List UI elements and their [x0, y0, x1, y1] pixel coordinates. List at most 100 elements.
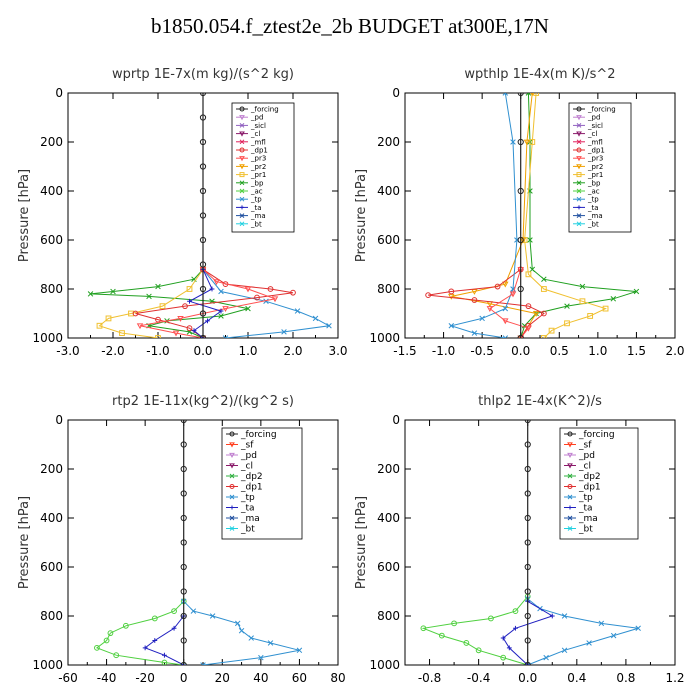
- data-point: [267, 286, 274, 292]
- legend-label: _forcing: [578, 430, 615, 440]
- chart-panel: wprtp 1E-7x(m kg)/(s^2 kg) Pressure [hPa]…: [17, 67, 348, 358]
- data-point: [267, 640, 274, 646]
- y-axis-label: Pressure [hPa]: [17, 496, 32, 589]
- y-axis-label: Pressure [hPa]: [354, 496, 369, 589]
- legend-box: [559, 427, 639, 540]
- legend-marker: [576, 106, 582, 112]
- data-point: [162, 652, 167, 658]
- series-line: [90, 269, 249, 338]
- legend-label: _tp: [240, 493, 255, 503]
- data-point: [218, 308, 224, 314]
- data-point: [463, 640, 470, 646]
- data-point: [146, 293, 152, 300]
- data-point: [96, 322, 103, 329]
- data-point: [517, 334, 524, 338]
- y-tick-label: 0: [392, 413, 400, 427]
- data-point: [254, 294, 260, 301]
- data-point: [218, 288, 224, 295]
- y-tick-label: 200: [40, 135, 63, 149]
- legend-marker: [567, 484, 573, 489]
- data-point: [512, 608, 519, 614]
- legend-label: _dp1: [578, 483, 601, 493]
- series-group: [87, 93, 332, 338]
- series-tp: [448, 93, 520, 338]
- y-tick-label: 600: [40, 233, 63, 247]
- legend-marker: [567, 494, 573, 500]
- y-tick-label: 400: [377, 184, 400, 198]
- data-point: [159, 303, 166, 310]
- chart-panel: wpthlp 1E-4x(m K)/s^2 Pressure [hPa] -1.5 -…: [354, 67, 685, 358]
- legend-marker: [240, 205, 244, 210]
- data-point: [524, 490, 531, 497]
- legend-marker: [567, 431, 573, 437]
- data-point: [502, 305, 509, 312]
- data-point: [513, 625, 518, 631]
- legend-label: _tp: [587, 196, 599, 204]
- legend-marker: [229, 463, 235, 469]
- legend-label: _sicl: [587, 122, 603, 130]
- legend-label: _dp1: [240, 483, 263, 493]
- x-tick-label: 0.4: [567, 671, 586, 685]
- data-point: [199, 310, 207, 317]
- data-point: [199, 334, 207, 338]
- legend-marker: [567, 463, 573, 469]
- legend-marker: [229, 515, 235, 521]
- legend-marker: [567, 452, 573, 459]
- x-tick-label: -0.4: [467, 671, 490, 685]
- series-line: [421, 596, 529, 665]
- x-tick-label: -0.8: [418, 671, 441, 685]
- x-tick-label: 1.2: [665, 671, 684, 685]
- series-line: [98, 269, 204, 338]
- legend-label: _ta: [240, 504, 255, 514]
- data-point: [517, 138, 524, 146]
- data-point: [312, 315, 319, 322]
- x-tick-label: 1.5: [627, 344, 646, 358]
- legend-label: _ma: [250, 212, 266, 220]
- data-point: [561, 647, 568, 654]
- x-tick-label: 0.0: [193, 344, 212, 358]
- data-point: [136, 323, 144, 330]
- x-tick-label: 20: [215, 671, 230, 685]
- legend: _forcing_pd_sicl_cl_mfl_dp1_pr3_pr2_pr1_…: [568, 102, 632, 233]
- legend-marker: [229, 442, 235, 448]
- data-point: [500, 654, 507, 661]
- legend-marker: [229, 526, 235, 531]
- legend-marker: [239, 147, 245, 153]
- legend-label: _cl: [587, 130, 597, 138]
- legend-marker: [567, 442, 573, 448]
- data-point: [517, 285, 524, 293]
- x-tick-label: 2.0: [283, 344, 302, 358]
- y-tick-label: 200: [40, 462, 63, 476]
- x-tick-label: -1.0: [432, 344, 455, 358]
- data-point: [290, 289, 296, 296]
- series-line: [451, 93, 537, 338]
- data-point: [579, 298, 586, 305]
- data-point: [524, 514, 531, 522]
- data-point: [524, 661, 531, 665]
- data-point: [494, 283, 501, 290]
- series-line: [202, 269, 331, 338]
- legend-label: _sicl: [250, 122, 266, 130]
- legend-marker: [576, 172, 582, 178]
- data-point: [180, 514, 187, 522]
- legend-marker: [239, 156, 245, 162]
- chart-title: thlp2 1E-4x(K^2)/s: [478, 394, 602, 409]
- data-point: [245, 305, 251, 312]
- series-line: [139, 269, 277, 338]
- legend-marker: [239, 188, 245, 194]
- data-point: [103, 637, 110, 644]
- legend-label: _pr3: [250, 155, 266, 163]
- x-tick-label: 2.0: [665, 344, 684, 358]
- legend-marker: [239, 131, 245, 137]
- series-dp1: [420, 593, 531, 665]
- legend-label: _ac: [250, 187, 263, 195]
- data-point: [180, 539, 187, 546]
- legend-marker: [229, 452, 235, 459]
- data-point: [191, 328, 197, 334]
- x-tick-label: 80: [330, 671, 345, 685]
- legend-label: _ta: [587, 204, 599, 212]
- legend-marker: [230, 505, 234, 510]
- legend-marker: [229, 494, 235, 500]
- data-point: [199, 212, 207, 219]
- data-point: [107, 630, 114, 637]
